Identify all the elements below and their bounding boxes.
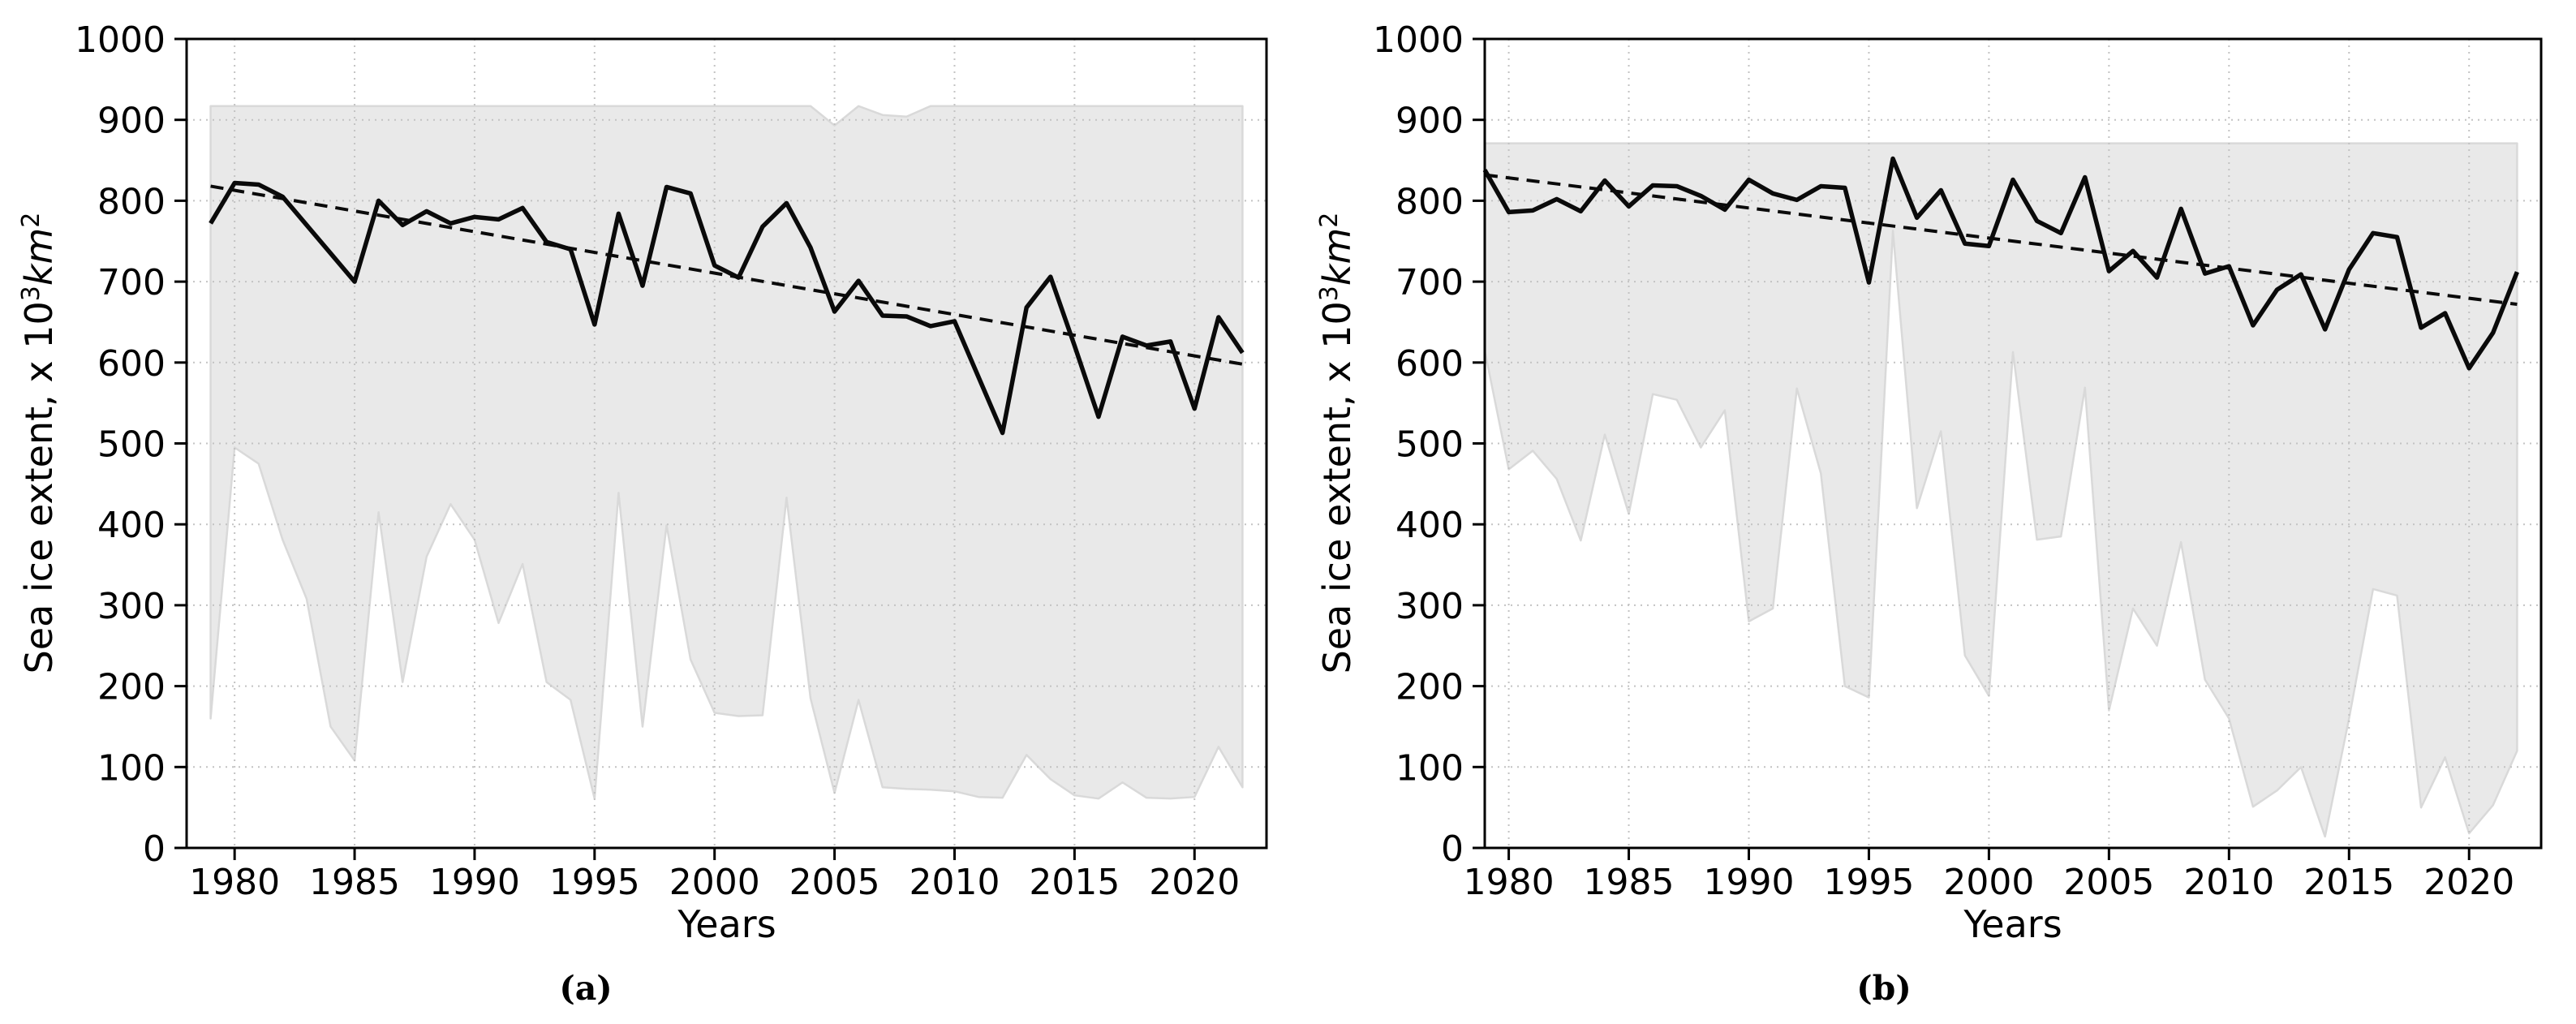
y-tick-label: 400 <box>97 505 166 546</box>
y-tick-label: 300 <box>97 586 166 627</box>
subplot-b: 1980 1985 1990 1995 2000 2005 2010 2015 2020 0 100… <box>1373 19 2543 903</box>
y-tick-label: 200 <box>97 667 166 708</box>
linear-trend-line <box>210 184 1243 366</box>
x-tick-label: 2000 <box>669 862 760 903</box>
y-tick-label: 800 <box>1396 181 1464 222</box>
min-max-range-band <box>209 105 1244 800</box>
x-tick-label: 1985 <box>1584 862 1675 903</box>
x-tick-label: 2020 <box>1149 862 1240 903</box>
y-tick-label: 800 <box>97 181 166 222</box>
y-axis-label-exponent: 3 <box>16 286 45 302</box>
y-tick-label: 500 <box>97 424 166 466</box>
subplot-a: 1980 1985 1990 1995 2000 2005 2010 2015 2020 0 100… <box>75 19 1268 903</box>
y-tick-label: 1000 <box>75 19 166 61</box>
x-tick-label: 2000 <box>1943 862 2034 903</box>
y-tick-label: 0 <box>143 828 166 870</box>
y-tick-label: 100 <box>97 747 166 789</box>
x-tick-label: 1980 <box>189 862 280 903</box>
x-tick-label: 2020 <box>2423 862 2514 903</box>
x-tick-label: 1995 <box>1823 862 1914 903</box>
y-axis-label-a: Sea ice extent, x 103km2 <box>17 213 61 674</box>
y-axis-label-unit: km <box>17 227 62 286</box>
x-axis-label-b: Years <box>1963 902 2062 946</box>
x-axis-label-a: Years <box>677 902 776 946</box>
x-tick-label: 2005 <box>789 862 880 903</box>
x-tick-label: 1990 <box>1704 862 1795 903</box>
y-axis-label-unit-exponent: 2 <box>1314 212 1344 228</box>
x-tick-label: 2015 <box>1029 862 1120 903</box>
subfigure-caption-a: (a) <box>559 969 613 1008</box>
y-axis-label-text: Sea ice extent, x 10 <box>17 301 62 674</box>
y-tick-label: 600 <box>97 343 166 385</box>
y-axis-label-unit: km <box>1315 227 1360 286</box>
y-tick-label: 100 <box>1396 747 1464 789</box>
y-tick-label: 1000 <box>1373 19 1464 61</box>
x-tick-label: 2010 <box>2183 862 2274 903</box>
y-tick-label: 300 <box>1396 586 1464 627</box>
x-tick-label: 2010 <box>909 862 1000 903</box>
y-tick-label: 500 <box>1396 424 1464 466</box>
y-axis-label-text: Sea ice extent, x 10 <box>1315 301 1360 674</box>
y-tick-label: 700 <box>97 262 166 303</box>
x-tick-label: 1985 <box>309 862 400 903</box>
y-axis-label-b: Sea ice extent, x 103km2 <box>1315 213 1359 674</box>
y-tick-label: 700 <box>1396 262 1464 303</box>
x-tick-label: 1980 <box>1464 862 1555 903</box>
y-tick-label: 400 <box>1396 505 1464 546</box>
y-tick-label: 200 <box>1396 667 1464 708</box>
y-tick-label: 900 <box>97 101 166 142</box>
x-tick-label: 2005 <box>2063 862 2154 903</box>
y-tick-label: 600 <box>1396 343 1464 385</box>
x-tick-label: 1990 <box>429 862 520 903</box>
subfigure-caption-b: (b) <box>1856 969 1912 1008</box>
annual-sea-ice-extent-line <box>1482 156 2519 371</box>
linear-trend-line <box>1484 173 2518 307</box>
y-axis-label-exponent: 3 <box>1314 286 1344 302</box>
y-tick-label: 900 <box>1396 101 1464 142</box>
y-tick-label: 0 <box>1441 828 1464 870</box>
x-tick-label: 2015 <box>2303 862 2394 903</box>
x-tick-label: 1995 <box>549 862 640 903</box>
y-axis-label-unit-exponent: 2 <box>16 212 45 228</box>
